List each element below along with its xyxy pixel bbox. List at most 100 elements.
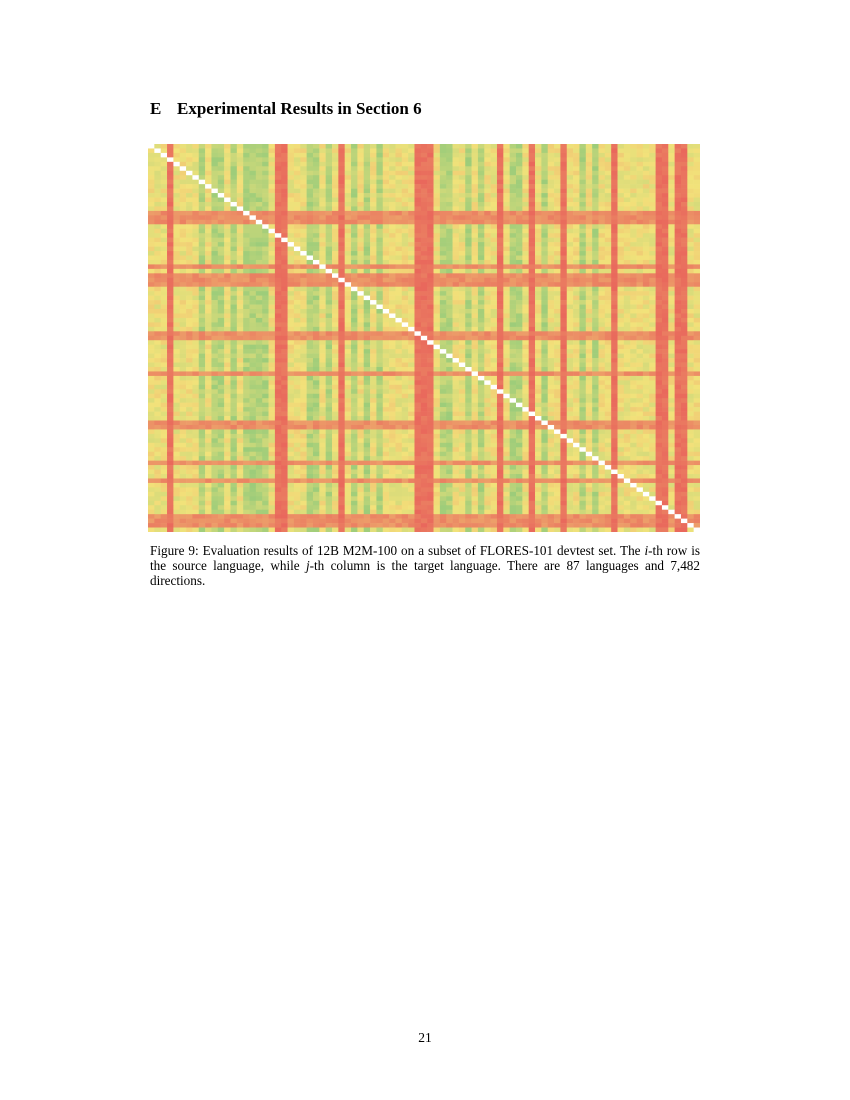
heatmap-cell: [630, 322, 637, 328]
heatmap-cell: [420, 366, 428, 372]
heatmap-cell: [566, 389, 574, 395]
heatmap-cell: [458, 224, 466, 230]
heatmap-cell: [623, 326, 631, 332]
heatmap-cell: [490, 326, 498, 332]
heatmap-cell: [281, 251, 288, 256]
heatmap-cell: [344, 237, 352, 243]
heatmap-cell: [446, 206, 453, 212]
heatmap-cell: [306, 349, 314, 354]
heatmap-cell: [623, 322, 631, 328]
heatmap-cell: [573, 152, 580, 158]
heatmap-cell: [205, 362, 212, 368]
heatmap-cell: [293, 184, 301, 189]
heatmap-cell: [528, 184, 536, 189]
heatmap-cell: [293, 148, 301, 154]
heatmap-cell: [636, 322, 644, 328]
heatmap-cell: [338, 349, 345, 354]
heatmap-cell: [186, 300, 193, 305]
heatmap-cell: [338, 264, 345, 270]
heatmap-cell: [439, 344, 447, 350]
heatmap-cell: [389, 309, 396, 314]
heatmap-cell: [528, 313, 536, 319]
heatmap-cell: [598, 380, 606, 386]
heatmap-cell: [167, 175, 174, 180]
heatmap-cell: [452, 326, 460, 332]
heatmap-cell: [395, 366, 403, 372]
heatmap-cell: [344, 188, 352, 194]
heatmap-cell: [211, 389, 219, 395]
heatmap-cell: [420, 371, 428, 377]
heatmap-cell: [509, 340, 517, 345]
heatmap-cell: [325, 286, 333, 292]
heatmap-cell: [598, 184, 606, 189]
heatmap-cell: [554, 375, 561, 381]
heatmap-cell: [649, 349, 656, 354]
heatmap-cell: [522, 264, 529, 270]
heatmap-cell: [325, 219, 333, 225]
heatmap-cell: [642, 358, 650, 363]
heatmap-cell: [249, 188, 257, 194]
heatmap-cell: [293, 228, 301, 234]
heatmap-cell: [281, 371, 288, 377]
heatmap-cell: [592, 197, 599, 203]
heatmap-cell: [661, 259, 669, 265]
heatmap-cell: [598, 259, 606, 265]
heatmap-cell: [179, 309, 187, 314]
heatmap-cell: [477, 152, 485, 158]
heatmap-cell: [255, 326, 263, 332]
heatmap-cell: [173, 148, 181, 154]
heatmap-cell: [262, 384, 269, 390]
heatmap-cell: [281, 197, 288, 203]
heatmap-cell: [458, 317, 466, 323]
heatmap-cell: [427, 264, 434, 270]
heatmap-cell: [579, 161, 587, 167]
heatmap-cell: [490, 193, 498, 198]
heatmap-cell: [217, 201, 225, 207]
heatmap-cell: [363, 215, 371, 221]
heatmap-cell: [389, 224, 396, 230]
heatmap-cell: [592, 170, 599, 176]
heatmap-cell: [598, 344, 606, 350]
heatmap-cell: [465, 326, 472, 332]
heatmap-cell: [186, 251, 193, 256]
heatmap-cell: [192, 251, 200, 256]
heatmap-cell: [687, 304, 694, 310]
heatmap-cell: [205, 144, 212, 149]
heatmap-cell: [484, 291, 491, 296]
heatmap-cell: [274, 340, 282, 345]
heatmap-cell: [211, 331, 219, 337]
heatmap-cell: [427, 233, 434, 238]
heatmap-cell: [503, 349, 510, 354]
heatmap-cell: [554, 286, 561, 292]
heatmap-cell: [338, 358, 345, 363]
heatmap-cell: [674, 317, 682, 323]
heatmap-cell: [414, 277, 422, 283]
heatmap-cell: [427, 326, 434, 332]
heatmap-cell: [230, 144, 238, 149]
heatmap-cell: [332, 219, 339, 225]
heatmap-cell: [205, 152, 212, 158]
heatmap-cell: [382, 362, 390, 368]
heatmap-cell: [255, 215, 263, 221]
heatmap-cell: [535, 349, 542, 354]
heatmap-cell: [541, 291, 549, 296]
heatmap-cell: [617, 215, 625, 221]
heatmap-cell: [173, 358, 181, 363]
heatmap-cell: [243, 375, 250, 381]
heatmap-cell: [312, 340, 320, 345]
heatmap-cell: [300, 215, 307, 221]
heatmap-cell: [516, 144, 523, 149]
heatmap-cell: [655, 322, 663, 328]
heatmap-cell: [477, 384, 485, 390]
heatmap-cell: [262, 317, 269, 323]
heatmap-cell: [154, 282, 161, 288]
heatmap-cell: [547, 179, 555, 185]
heatmap-cell: [439, 282, 447, 288]
heatmap-cell: [541, 152, 549, 158]
heatmap-cell: [217, 322, 225, 328]
heatmap-cell: [287, 210, 295, 216]
heatmap-cell: [230, 291, 238, 296]
heatmap-cell: [439, 215, 447, 221]
heatmap-cell: [617, 304, 625, 310]
heatmap-cell: [249, 201, 257, 207]
